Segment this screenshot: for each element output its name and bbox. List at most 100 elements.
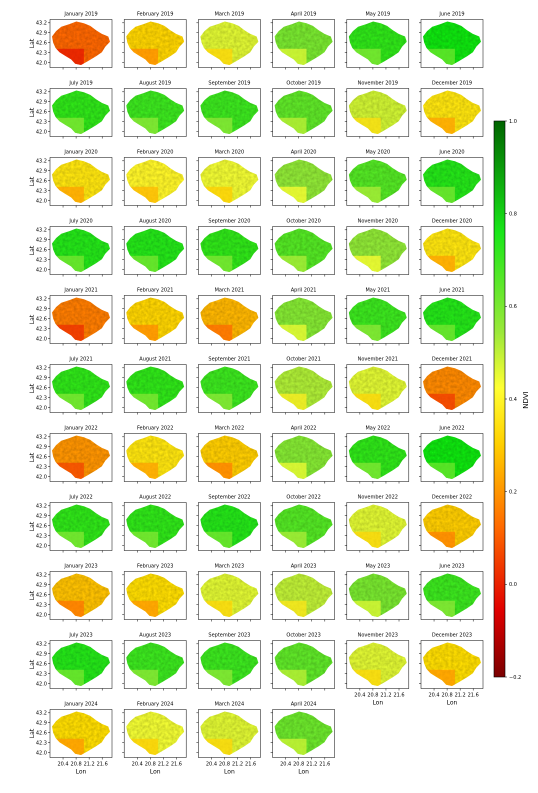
map-panel: January 2023 43.2 42.9 42.6 42.3 42.0 Lat — [29, 564, 113, 622]
map-panel: August 2021 — [122, 357, 187, 415]
y-tick-label: 42.3 — [36, 671, 47, 677]
y-tick-label: 42.9 — [36, 169, 47, 175]
y-tick-label: 42.3 — [36, 533, 47, 539]
map-panel: October 2022 — [270, 495, 335, 553]
y-tick-label: 42.9 — [36, 376, 47, 382]
y-tick-label: 42.0 — [36, 681, 47, 687]
map-panel: January 2022 43.2 42.9 42.6 42.3 42.0 Lat — [29, 426, 113, 484]
y-tick-label: 42.9 — [36, 307, 47, 313]
x-tick-label: 21.2 — [380, 693, 391, 699]
panel-title: January 2024 — [63, 702, 97, 708]
map-panel: June 2022 — [419, 426, 484, 484]
map-panel: August 2019 — [122, 81, 187, 139]
panel-title: November 2023 — [358, 633, 398, 639]
map-panel: February 2024 20.4 20.8 21.2 21.6 Lon — [122, 702, 187, 776]
y-tick-label: 42.6 — [36, 109, 47, 115]
y-tick-label: 42.3 — [36, 602, 47, 608]
y-tick-label: 43.2 — [36, 435, 47, 441]
map-panel: June 2020 — [419, 150, 484, 208]
map-panel: February 2021 — [122, 288, 187, 346]
panel-title: February 2022 — [137, 426, 173, 432]
panel-title: September 2023 — [208, 633, 250, 639]
panel-title: April 2020 — [291, 150, 317, 156]
y-tick-label: 43.2 — [36, 21, 47, 27]
y-tick-label: 42.0 — [36, 198, 47, 204]
map-panel: September 2022 — [196, 495, 261, 553]
panel-title: April 2022 — [291, 426, 317, 432]
panel-title: August 2023 — [139, 633, 171, 639]
map-panel: July 2019 43.2 42.9 42.6 42.3 42.0 Lat — [29, 81, 113, 139]
panel-title: February 2020 — [137, 150, 173, 156]
x-tick-label: 21.6 — [393, 693, 404, 699]
panel-title: April 2021 — [291, 288, 317, 294]
x-axis-label: Lon — [224, 769, 235, 776]
y-tick-label: 42.9 — [36, 721, 47, 727]
map-panel: April 2023 — [270, 564, 335, 622]
map-panel: August 2022 — [122, 495, 187, 553]
panel-title: December 2019 — [432, 81, 472, 87]
y-tick-label: 42.9 — [36, 652, 47, 658]
panel-title: June 2022 — [438, 426, 464, 432]
x-tick-label: 21.2 — [232, 762, 243, 768]
panel-title: March 2023 — [215, 564, 245, 570]
map-panel: April 2020 — [270, 150, 335, 208]
panel-title: February 2023 — [137, 564, 173, 570]
panel-title: July 2021 — [68, 357, 92, 363]
map-panel: December 2021 — [419, 357, 484, 415]
y-tick-label: 43.2 — [36, 159, 47, 165]
panel-title: November 2019 — [358, 81, 398, 87]
panel-title: August 2020 — [139, 219, 171, 225]
map-panel: December 2019 — [419, 81, 484, 139]
panel-title: January 2019 — [63, 12, 97, 18]
y-axis-label: Lat — [29, 314, 36, 324]
x-tick-label: 20.4 — [428, 693, 439, 699]
panel-title: July 2019 — [68, 81, 92, 87]
colorbar-tick-label: 0.2 — [509, 489, 517, 495]
panel-title: March 2021 — [215, 288, 245, 294]
map-panel: October 2021 — [270, 357, 335, 415]
panel-title: May 2021 — [365, 288, 390, 294]
map-panel: January 2019 43.2 42.9 42.6 42.3 42.0 Lat — [29, 12, 113, 70]
y-tick-label: 43.2 — [36, 711, 47, 717]
x-tick-label: 20.8 — [145, 762, 156, 768]
colorbar: 1.0 0.8 0.6 0.4 0.2 0.0 −0.2 NDVI — [493, 119, 530, 681]
map-panel: February 2019 — [122, 12, 187, 70]
panel-title: March 2022 — [215, 426, 245, 432]
y-axis-label: Lat — [29, 452, 36, 462]
y-tick-label: 42.9 — [36, 445, 47, 451]
panel-title: June 2023 — [438, 564, 464, 570]
y-tick-label: 43.2 — [36, 504, 47, 510]
y-tick-label: 42.6 — [36, 730, 47, 736]
y-tick-label: 42.6 — [36, 40, 47, 46]
panel-title: May 2020 — [365, 150, 390, 156]
colorbar-tick-label: 0.8 — [509, 211, 517, 217]
y-tick-label: 42.6 — [36, 454, 47, 460]
y-tick-label: 42.0 — [36, 60, 47, 66]
map-panel: March 2024 20.4 20.8 21.2 21.6 Lon — [196, 702, 261, 776]
y-tick-label: 43.2 — [36, 297, 47, 303]
y-tick-label: 42.9 — [36, 100, 47, 106]
map-panel: December 2020 — [419, 219, 484, 277]
y-tick-label: 42.6 — [36, 247, 47, 253]
map-panel: May 2019 — [344, 12, 410, 70]
colorbar-bar — [493, 120, 506, 678]
map-panel: February 2020 — [122, 150, 187, 208]
y-axis-label: Lat — [29, 38, 36, 48]
panel-title: February 2019 — [137, 12, 173, 18]
map-panel: March 2019 — [196, 12, 261, 70]
x-tick-label: 20.8 — [219, 762, 230, 768]
colorbar-label: NDVI — [522, 391, 530, 408]
x-axis-label: Lon — [150, 769, 161, 776]
colorbar-tick-label: 0.6 — [509, 304, 517, 310]
panel-title: April 2024 — [291, 702, 317, 708]
y-tick-label: 42.0 — [36, 336, 47, 342]
panel-title: January 2023 — [63, 564, 97, 570]
map-panel: October 2019 — [270, 81, 335, 139]
x-tick-label: 21.2 — [306, 762, 317, 768]
map-panel: May 2022 — [344, 426, 410, 484]
y-tick-label: 42.9 — [36, 238, 47, 244]
panel-title: December 2022 — [432, 495, 472, 501]
y-tick-label: 42.3 — [36, 740, 47, 746]
panel-title: June 2021 — [438, 288, 464, 294]
